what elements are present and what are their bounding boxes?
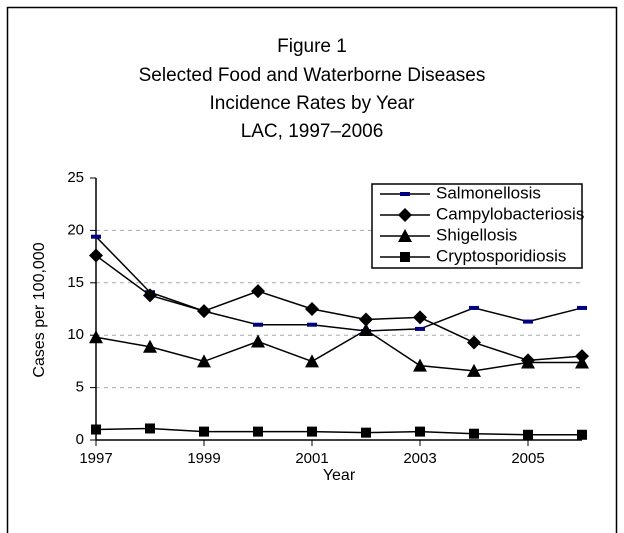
marker bbox=[400, 192, 410, 196]
marker bbox=[398, 208, 412, 222]
chart-title: LAC, 1997–2006 bbox=[241, 121, 384, 142]
marker bbox=[361, 427, 371, 438]
x-tick-label: 1997 bbox=[79, 450, 112, 467]
legend-label: Cryptosporidiosis bbox=[436, 246, 566, 265]
chart-title: Figure 1 bbox=[277, 36, 347, 57]
x-tick-label: 2001 bbox=[295, 450, 328, 467]
marker bbox=[523, 319, 533, 324]
marker bbox=[253, 322, 263, 327]
series-line bbox=[95, 329, 582, 372]
marker bbox=[251, 334, 265, 348]
legend-label: Campylobacteriosis bbox=[436, 204, 584, 223]
y-tick-label: 5 bbox=[76, 379, 84, 396]
marker bbox=[251, 284, 265, 299]
chart-title: Selected Food and Waterborne Diseases bbox=[139, 65, 486, 86]
y-tick-label: 25 bbox=[67, 169, 84, 186]
marker bbox=[521, 355, 535, 369]
x-tick-label: 2005 bbox=[511, 450, 544, 467]
marker bbox=[143, 288, 157, 303]
marker bbox=[467, 363, 481, 377]
y-axis-label: Cases per 100,000 bbox=[31, 242, 48, 377]
marker bbox=[89, 330, 103, 344]
legend-label: Shigellosis bbox=[436, 225, 517, 244]
marker bbox=[91, 234, 101, 239]
series-line bbox=[95, 254, 583, 362]
marker bbox=[359, 322, 373, 336]
marker bbox=[415, 426, 425, 437]
marker bbox=[577, 429, 587, 440]
marker bbox=[469, 428, 479, 439]
y-tick-label: 0 bbox=[76, 431, 84, 448]
y-tick-label: 10 bbox=[67, 326, 84, 343]
marker bbox=[413, 310, 427, 325]
frame bbox=[6, 6, 618, 533]
marker bbox=[523, 429, 533, 440]
y-tick-label: 20 bbox=[67, 221, 84, 238]
marker bbox=[359, 312, 373, 327]
marker bbox=[577, 305, 587, 310]
x-tick-label: 2003 bbox=[403, 450, 436, 467]
marker bbox=[253, 426, 263, 437]
x-tick-label: 1999 bbox=[187, 450, 220, 467]
marker bbox=[197, 354, 211, 368]
x-axis-label: Year bbox=[323, 467, 356, 484]
y-tick-label: 15 bbox=[67, 274, 84, 291]
marker bbox=[143, 339, 157, 353]
legend-label: Salmonellosis bbox=[436, 183, 541, 202]
marker bbox=[469, 305, 479, 310]
marker bbox=[305, 302, 319, 316]
marker bbox=[575, 355, 589, 369]
marker bbox=[197, 304, 211, 319]
marker bbox=[467, 335, 481, 350]
marker bbox=[145, 423, 155, 434]
marker bbox=[307, 322, 317, 327]
marker bbox=[307, 426, 317, 437]
marker bbox=[199, 426, 209, 437]
marker bbox=[398, 229, 412, 242]
series-line bbox=[95, 427, 582, 436]
chart-title: Incidence Rates by Year bbox=[210, 93, 416, 114]
marker bbox=[415, 326, 425, 331]
marker bbox=[91, 424, 101, 435]
marker bbox=[413, 358, 427, 372]
marker bbox=[400, 252, 410, 262]
marker bbox=[305, 354, 319, 368]
marker bbox=[89, 248, 103, 263]
series-line bbox=[95, 236, 583, 332]
